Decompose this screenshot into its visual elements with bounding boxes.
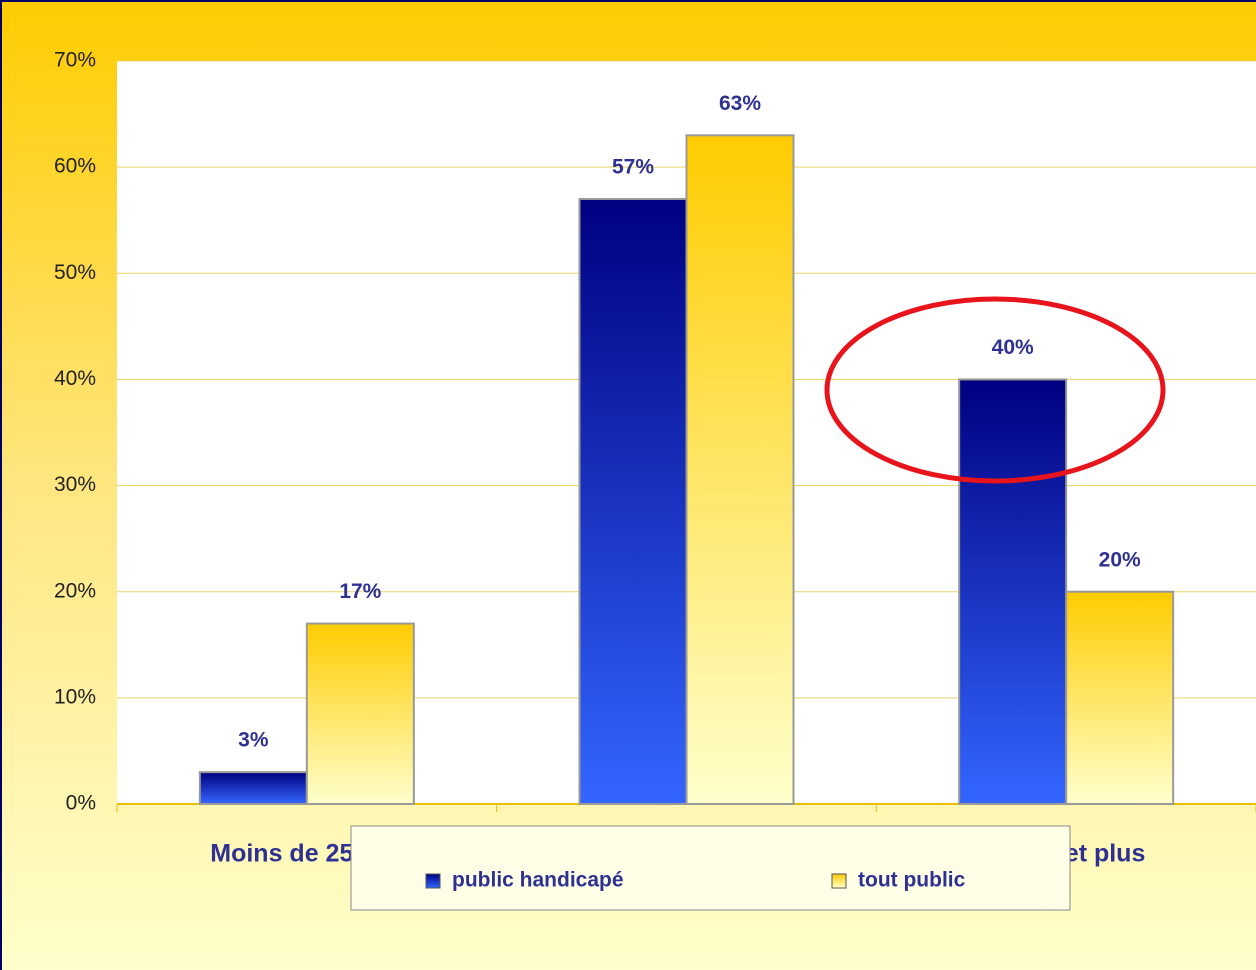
bar	[958, 378, 1068, 805]
bar	[198, 771, 308, 806]
value-label: 17%	[339, 580, 381, 603]
legend-swatch	[831, 873, 847, 889]
y-tick-label: 70%	[54, 49, 96, 72]
legend-label: public handicapé	[452, 869, 624, 892]
legend-label: tout public	[858, 869, 966, 892]
value-label: 3%	[238, 729, 269, 752]
y-tick-label: 60%	[54, 155, 96, 178]
highlight-ellipse	[824, 296, 1166, 484]
legend-swatch	[425, 873, 441, 889]
value-label: 57%	[612, 156, 654, 179]
value-label: 20%	[1099, 548, 1141, 571]
y-tick-label: 20%	[54, 579, 96, 602]
bar	[685, 134, 795, 806]
bar	[1065, 590, 1175, 806]
bar	[305, 622, 415, 805]
y-tick-label: 10%	[54, 685, 96, 708]
y-tick-label: 0%	[66, 792, 96, 815]
bar	[578, 197, 688, 805]
value-label: 63%	[719, 92, 761, 115]
legend-box	[350, 825, 1071, 911]
y-tick-label: 50%	[54, 261, 96, 284]
y-tick-label: 40%	[54, 367, 96, 390]
value-label: 40%	[992, 336, 1034, 359]
y-tick-label: 30%	[54, 473, 96, 496]
